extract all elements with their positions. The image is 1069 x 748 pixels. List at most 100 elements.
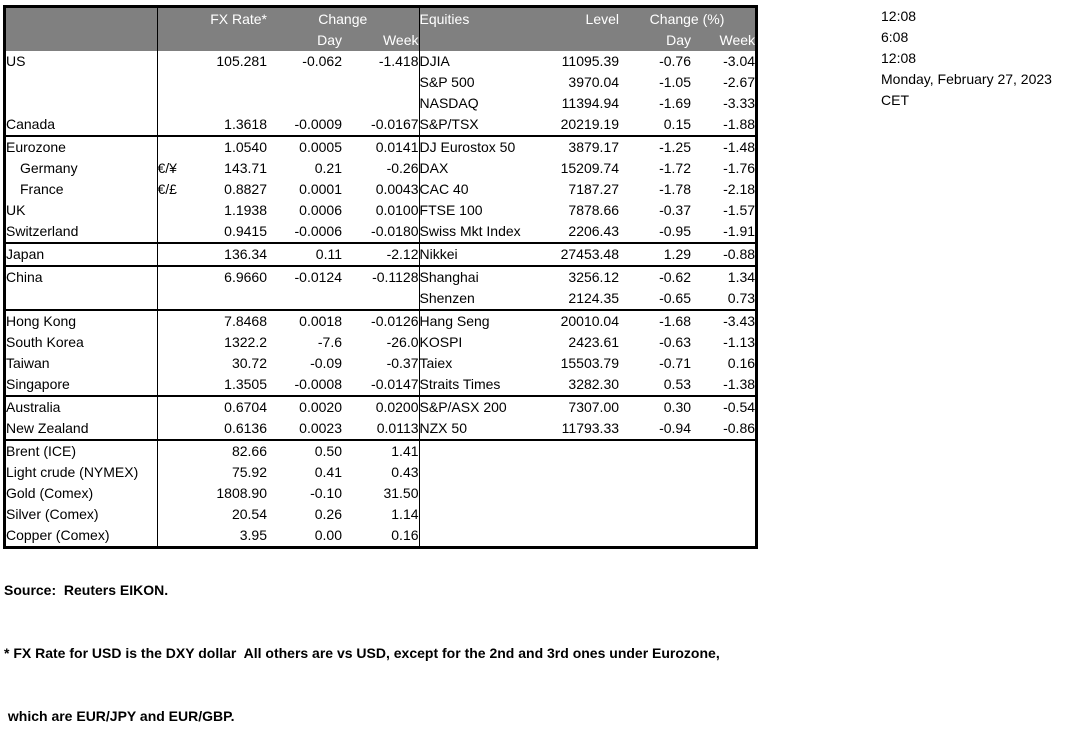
row-label: Copper (Comex)	[6, 525, 158, 546]
fx-pair-symbol	[157, 72, 187, 93]
equity-level-value: 7307.00	[568, 399, 620, 415]
header-blank	[418, 30, 542, 51]
table-row: France €/£ 0.8827 0.0001 0.0043 CAC 40 7…	[6, 179, 755, 200]
equity-change-day-value: -1.25	[659, 139, 692, 155]
equity-change-day-value	[619, 504, 691, 525]
header-change-pct: Change (%)	[619, 8, 756, 30]
fx-rate-value: 0.6704	[224, 399, 267, 415]
fx-rate-value: 1.1938	[224, 202, 267, 218]
row-label: China	[6, 266, 158, 288]
equity-change-week-value	[691, 462, 755, 483]
fx-pair-symbol	[157, 221, 187, 244]
fx-change-week-value: -0.0147	[342, 374, 420, 397]
equity-name: Swiss Mkt Index	[418, 221, 542, 244]
table-row: Copper (Comex) 3.95 0.00 0.16	[6, 525, 755, 546]
row-label: Brent (ICE)	[6, 440, 158, 462]
header-equities: Equities	[418, 8, 542, 30]
row-label: US	[6, 51, 158, 72]
equity-change-week-value: -0.86	[691, 418, 756, 441]
equity-change-day-value: -1.68	[659, 313, 692, 329]
table-row: Australia 0.6704 0.0020 0.0200 S&P/ASX 2…	[6, 396, 755, 418]
equity-change-day-value: 0.30	[663, 399, 692, 415]
fx-pair-symbol	[157, 418, 187, 441]
equity-name: S&P 500	[418, 72, 542, 93]
equity-change-week-value: -3.33	[723, 95, 756, 111]
equity-level-value: 2206.43	[541, 221, 620, 244]
equity-name	[418, 525, 542, 546]
equity-change-day-value: -1.69	[659, 95, 692, 111]
equity-change-week-value: 1.34	[727, 269, 756, 285]
equity-name: DJ Eurostox 50	[418, 136, 542, 158]
equity-change-week-value: -1.91	[691, 221, 756, 244]
fx-pair-symbol	[157, 200, 187, 221]
fx-pair-symbol	[157, 266, 187, 288]
market-data-table: FX Rate* Change Equities Level Change (%…	[6, 8, 756, 546]
fx-change-day-value: 0.11	[267, 243, 342, 267]
equity-level-value: 11394.94	[561, 95, 620, 111]
timestamp-line: 6:08	[881, 29, 909, 45]
fx-rate-value: 1.3618	[187, 114, 267, 137]
fx-change-week-value: -0.26	[386, 160, 419, 176]
equity-change-week-value: -3.43	[723, 313, 756, 329]
header-eq-week: Week	[691, 30, 756, 51]
table-row: Canada 1.3618 -0.0009 -0.0167 S&P/TSX 20…	[6, 114, 756, 137]
row-label: South Korea	[6, 332, 158, 353]
equity-name: Hang Seng	[418, 310, 542, 332]
fx-pair-symbol	[157, 310, 187, 332]
equity-change-week-value: 0.73	[691, 288, 756, 311]
table-row: Brent (ICE) 82.66 0.50 1.41	[6, 440, 755, 462]
timestamp-line: 12:08	[881, 8, 917, 24]
fx-pair-symbol	[157, 504, 187, 525]
fx-change-week-value: 1.41	[391, 443, 419, 459]
fx-pair-symbol	[157, 462, 187, 483]
timestamp-line: 12:08	[881, 50, 917, 66]
fx-rate-value: 82.66	[231, 443, 267, 459]
header-fx-change: Change	[267, 8, 420, 30]
table-row: Switzerland 0.9415 -0.0006 -0.0180 Swiss…	[6, 221, 756, 244]
equity-name: DAX	[418, 158, 542, 179]
fx-pair-symbol	[157, 396, 187, 418]
equity-change-week-value	[691, 504, 755, 525]
row-label: Switzerland	[6, 221, 158, 244]
fx-change-week-value: 0.0141	[375, 139, 419, 155]
row-label: Japan	[6, 243, 158, 267]
equity-level-value: 11793.33	[541, 418, 620, 441]
fx-change-week-value	[342, 72, 419, 93]
fx-pair-symbol	[157, 136, 187, 158]
equity-change-week-value	[691, 440, 755, 462]
fx-change-day-value: 0.26	[314, 506, 342, 522]
fx-change-day-value: 0.50	[314, 443, 342, 459]
row-label	[6, 72, 158, 93]
fx-pair-symbol: €/¥	[157, 160, 177, 176]
equity-level-value: 7187.27	[568, 181, 620, 197]
fx-pair-symbol	[157, 440, 187, 462]
fx-rate-value: 1322.2	[224, 334, 267, 350]
fx-pair-symbol	[157, 243, 187, 267]
fx-rate-value: 136.34	[187, 243, 267, 267]
fx-change-day-value: 0.0020	[299, 399, 342, 415]
equity-name: CAC 40	[418, 179, 542, 200]
equity-level-value: 20219.19	[541, 114, 620, 137]
row-label: Taiwan	[6, 353, 158, 374]
equity-change-week-value	[691, 483, 755, 504]
equity-name	[418, 504, 542, 525]
fx-change-week-value: 0.0100	[375, 202, 419, 218]
row-label: Silver (Comex)	[6, 504, 158, 525]
equity-change-week-value: -2.18	[723, 181, 756, 197]
equity-change-day-value: 0.15	[619, 114, 692, 137]
row-label: Hong Kong	[6, 310, 158, 332]
footnotes: Source: Reuters EIKON. * FX Rate for USD…	[4, 538, 720, 748]
fx-change-week-value: -26.0	[386, 334, 419, 350]
fx-change-day-value: 0.41	[314, 464, 342, 480]
equity-name: Shenzen	[418, 288, 542, 311]
fx-rate-value: 1.0540	[224, 139, 267, 155]
equity-level-value: 20010.04	[560, 313, 620, 329]
fx-change-week-value: 31.50	[383, 485, 419, 501]
table-row: Hong Kong 7.8468 0.0018 -0.0126 Hang Sen…	[6, 310, 755, 332]
fx-change-day-value: -0.062	[302, 53, 342, 69]
equity-change-week-value: -1.13	[723, 334, 756, 350]
equity-level-value: 7878.66	[568, 202, 620, 218]
row-label: New Zealand	[6, 418, 158, 441]
row-label: Light crude (NYMEX)	[6, 462, 158, 483]
fx-rate-value	[187, 93, 267, 114]
